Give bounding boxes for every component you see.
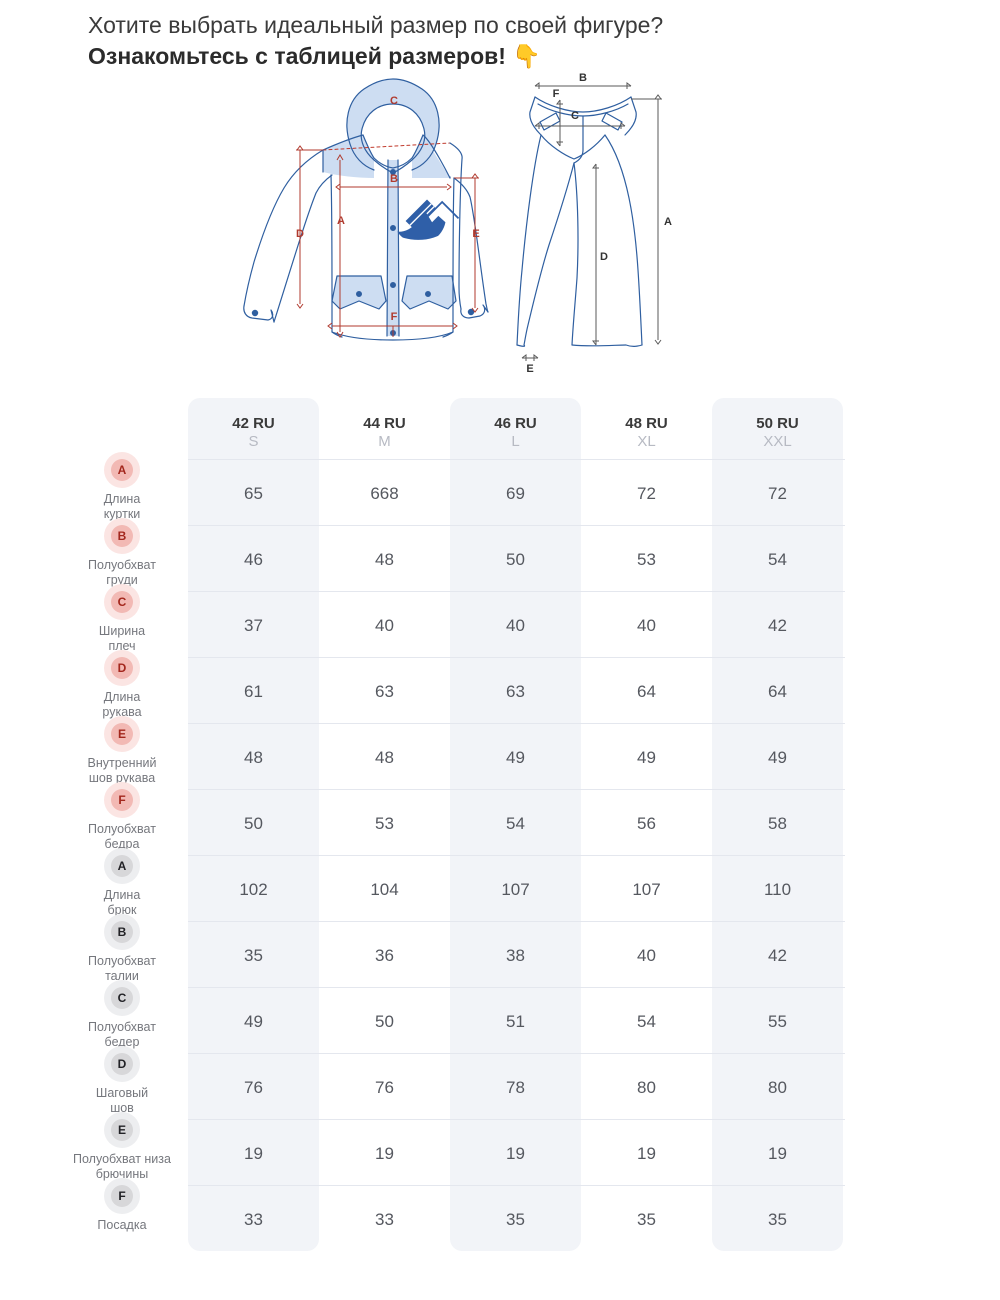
svg-text:E: E <box>472 228 479 240</box>
svg-text:D: D <box>296 228 304 240</box>
svg-text:E: E <box>526 363 533 375</box>
svg-text:B: B <box>390 173 398 185</box>
svg-text:C: C <box>390 95 398 107</box>
svg-text:A: A <box>664 216 672 228</box>
svg-text:C: C <box>571 110 579 122</box>
svg-text:A: A <box>337 215 345 227</box>
svg-text:B: B <box>579 72 587 84</box>
svg-text:F: F <box>391 311 398 323</box>
svg-text:D: D <box>600 251 608 263</box>
svg-text:F: F <box>553 88 560 100</box>
